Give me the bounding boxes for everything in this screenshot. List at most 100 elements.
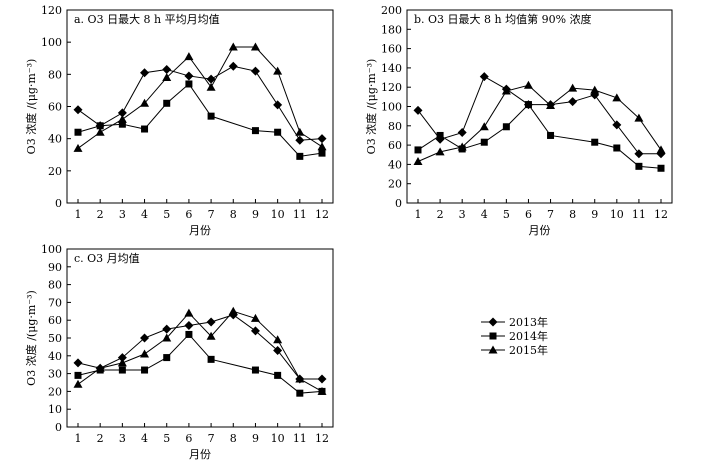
data-point bbox=[501, 86, 511, 95]
data-point bbox=[436, 131, 444, 139]
y-tick-label: 60 bbox=[48, 101, 62, 114]
data-point bbox=[140, 98, 150, 107]
y-tick-label: 80 bbox=[388, 120, 402, 133]
x-tick-label: 9 bbox=[252, 208, 259, 221]
data-point bbox=[184, 321, 194, 331]
y-tick-label: 60 bbox=[48, 314, 62, 327]
y-tick-label: 50 bbox=[48, 332, 62, 345]
x-tick-label: 9 bbox=[252, 432, 259, 445]
x-tick-label: 7 bbox=[208, 208, 215, 221]
series-line-2014年 bbox=[417, 103, 662, 169]
data-point bbox=[206, 317, 216, 327]
data-point bbox=[141, 125, 149, 133]
plot-frame bbox=[406, 9, 673, 204]
y-tick-label: 160 bbox=[381, 43, 402, 56]
data-point bbox=[95, 127, 105, 136]
x-tick-label: 4 bbox=[141, 208, 148, 221]
y-tick-label: 30 bbox=[48, 368, 62, 381]
y-tick-label: 60 bbox=[388, 139, 402, 152]
y-tick-label: 10 bbox=[48, 403, 62, 416]
data-point bbox=[273, 345, 283, 355]
series-line-2014年 bbox=[77, 83, 323, 157]
data-point bbox=[96, 122, 104, 130]
x-tick-label: 6 bbox=[185, 208, 192, 221]
data-point bbox=[162, 65, 172, 75]
x-axis-title: 月份 bbox=[189, 224, 211, 237]
data-point bbox=[140, 333, 150, 343]
y-tick-label: 200 bbox=[381, 4, 402, 17]
y-axis-title: O3 浓度 /(μg·m⁻³) bbox=[24, 59, 38, 155]
data-point bbox=[184, 52, 194, 61]
y-tick-label: 70 bbox=[48, 296, 62, 309]
data-point bbox=[634, 149, 644, 159]
legend-marker bbox=[489, 332, 497, 340]
data-point bbox=[296, 389, 304, 397]
y-tick-label: 180 bbox=[381, 23, 402, 36]
data-point bbox=[413, 105, 423, 115]
x-tick-label: 4 bbox=[481, 208, 488, 221]
data-point bbox=[207, 112, 215, 120]
x-tick-label: 2 bbox=[97, 432, 104, 445]
data-point bbox=[502, 123, 510, 131]
data-point bbox=[162, 73, 172, 82]
data-point bbox=[185, 80, 193, 88]
y-tick-label: 20 bbox=[48, 165, 62, 178]
x-tick-label: 3 bbox=[119, 208, 126, 221]
data-point bbox=[250, 66, 260, 76]
x-tick-label: 2 bbox=[437, 208, 444, 221]
y-tick-label: 40 bbox=[388, 158, 402, 171]
series-line-2015年 bbox=[77, 310, 323, 392]
data-point bbox=[568, 83, 578, 92]
data-point bbox=[117, 108, 127, 118]
data-point bbox=[228, 61, 238, 71]
y-tick-label: 140 bbox=[381, 62, 402, 75]
y-tick-label: 0 bbox=[55, 421, 62, 434]
x-tick-label: 7 bbox=[208, 432, 215, 445]
x-tick-label: 10 bbox=[610, 208, 624, 221]
data-point bbox=[546, 101, 556, 110]
y-tick-label: 40 bbox=[48, 133, 62, 146]
series-line-2014年 bbox=[77, 333, 323, 394]
data-point bbox=[414, 146, 422, 154]
data-point bbox=[457, 128, 467, 138]
x-tick-label: 5 bbox=[163, 432, 170, 445]
series-line-2015年 bbox=[417, 84, 662, 162]
data-point bbox=[250, 42, 260, 51]
data-point bbox=[547, 131, 555, 139]
x-axis-title: 月份 bbox=[529, 224, 551, 237]
data-point bbox=[635, 162, 643, 170]
y-tick-label: 80 bbox=[48, 68, 62, 81]
data-point bbox=[479, 72, 489, 82]
x-tick-label: 11 bbox=[632, 208, 646, 221]
y-tick-label: 90 bbox=[48, 261, 62, 274]
x-tick-label: 5 bbox=[163, 208, 170, 221]
data-point bbox=[73, 379, 83, 388]
legend-marker bbox=[488, 317, 498, 327]
data-point bbox=[185, 330, 193, 338]
x-tick-label: 7 bbox=[547, 208, 554, 221]
data-point bbox=[295, 127, 305, 136]
x-tick-label: 8 bbox=[230, 432, 237, 445]
data-point bbox=[273, 66, 283, 75]
data-point bbox=[656, 145, 666, 154]
data-point bbox=[162, 333, 172, 342]
y-tick-label: 100 bbox=[381, 101, 402, 114]
y-tick-label: 120 bbox=[381, 81, 402, 94]
x-tick-label: 11 bbox=[293, 432, 307, 445]
data-point bbox=[206, 74, 216, 84]
data-point bbox=[250, 326, 260, 336]
data-point bbox=[140, 68, 150, 78]
x-tick-label: 6 bbox=[185, 432, 192, 445]
data-point bbox=[317, 374, 327, 384]
x-tick-label: 12 bbox=[315, 208, 329, 221]
data-point bbox=[206, 331, 216, 340]
x-tick-label: 10 bbox=[271, 208, 285, 221]
x-tick-label: 12 bbox=[654, 208, 668, 221]
data-point bbox=[118, 366, 126, 374]
data-point bbox=[479, 122, 489, 131]
data-point bbox=[184, 71, 194, 81]
data-point bbox=[295, 135, 305, 145]
x-tick-label: 11 bbox=[293, 208, 307, 221]
data-point bbox=[657, 164, 665, 172]
